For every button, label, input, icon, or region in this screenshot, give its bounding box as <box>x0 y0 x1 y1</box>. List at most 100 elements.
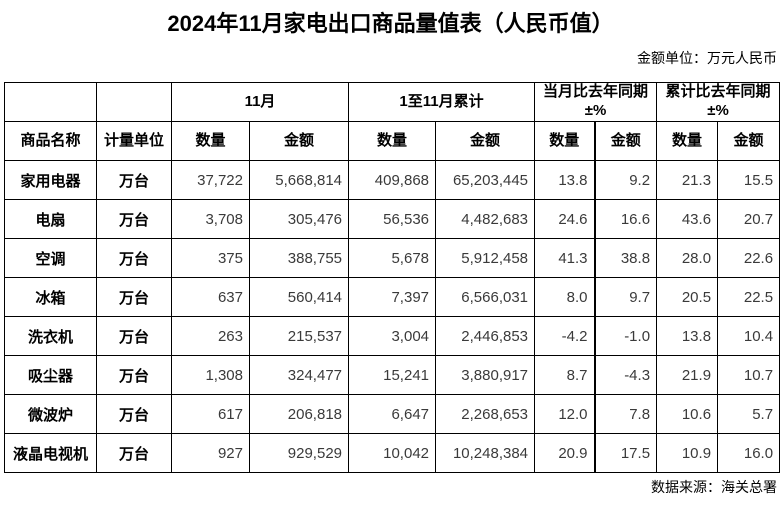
value-cell: 215,537 <box>248 316 350 356</box>
product-name-cell: 空调 <box>4 238 97 278</box>
value-cell: 21.3 <box>656 160 719 200</box>
value-cell: 65,203,445 <box>435 160 536 200</box>
value-cell: 8.0 <box>534 277 596 317</box>
col-header-product: 商品名称 <box>4 121 97 161</box>
value-cell: 637 <box>171 277 250 317</box>
value-cell: 10.7 <box>717 355 781 395</box>
unit-cell: 万台 <box>96 316 172 356</box>
export-data-table: 11月 1至11月累计 当月比去年同期±% 累计比去年同期±% 商品名称 计量单… <box>4 82 781 473</box>
value-cell: 7,397 <box>348 277 437 317</box>
value-cell: 409,868 <box>348 160 437 200</box>
unit-cell: 万台 <box>96 433 172 473</box>
col-header-unit: 计量单位 <box>96 121 172 161</box>
value-cell: 38.8 <box>593 238 658 278</box>
col-header-quantity: 数量 <box>348 121 437 161</box>
value-cell: -4.3 <box>593 355 658 395</box>
group-header-row: 11月 1至11月累计 当月比去年同期±% 累计比去年同期±% <box>4 82 781 122</box>
value-cell: 21.9 <box>656 355 719 395</box>
col-header-amount: 金额 <box>593 121 658 161</box>
value-cell: 5.7 <box>717 394 781 434</box>
value-cell: 17.5 <box>593 433 658 473</box>
value-cell: 37,722 <box>171 160 250 200</box>
value-cell: 560,414 <box>248 277 350 317</box>
value-cell: 927 <box>171 433 250 473</box>
col-header-amount: 金额 <box>248 121 350 161</box>
value-cell: 375 <box>171 238 250 278</box>
value-cell: 617 <box>171 394 250 434</box>
value-cell: 16.0 <box>717 433 781 473</box>
value-cell: 16.6 <box>593 199 658 239</box>
table-row: 冰箱 万台 637 560,414 7,397 6,566,031 8.0 9.7 20.5 22… <box>4 277 781 317</box>
value-cell: 20.5 <box>656 277 719 317</box>
value-cell: 3,708 <box>171 199 250 239</box>
unit-cell: 万台 <box>96 238 172 278</box>
source-note: 数据来源：海关总署 <box>651 479 777 495</box>
col-header-quantity: 数量 <box>656 121 719 161</box>
value-cell: 6,566,031 <box>435 277 536 317</box>
table-row: 空调 万台 375 388,755 5,678 5,912,458 41.3 38.8 28.0… <box>4 238 781 278</box>
value-cell: 3,880,917 <box>435 355 536 395</box>
value-cell: 324,477 <box>248 355 350 395</box>
table-row: 吸尘器 万台 1,308 324,477 15,241 3,880,917 8.7 -4.3 2… <box>4 355 781 395</box>
group-header-month-yoy: 当月比去年同期±% <box>534 82 658 122</box>
group-header-cumulative: 1至11月累计 <box>348 82 536 122</box>
value-cell: 388,755 <box>248 238 350 278</box>
value-cell: 5,678 <box>348 238 437 278</box>
unit-cell: 万台 <box>96 199 172 239</box>
value-cell: 929,529 <box>248 433 350 473</box>
value-cell: 10.4 <box>717 316 781 356</box>
value-cell: 20.9 <box>534 433 596 473</box>
value-cell: -1.0 <box>593 316 658 356</box>
value-cell: 3,004 <box>348 316 437 356</box>
blank-header-cell <box>4 82 97 122</box>
value-cell: 5,912,458 <box>435 238 536 278</box>
group-header-cumulative-yoy: 累计比去年同期±% <box>656 82 781 122</box>
value-cell: -4.2 <box>534 316 596 356</box>
product-name-cell: 微波炉 <box>4 394 97 434</box>
value-cell: 28.0 <box>656 238 719 278</box>
table-row: 家用电器 万台 37,722 5,668,814 409,868 65,203,445 13… <box>4 160 781 200</box>
value-cell: 263 <box>171 316 250 356</box>
value-cell: 2,446,853 <box>435 316 536 356</box>
value-cell: 15,241 <box>348 355 437 395</box>
value-cell: 305,476 <box>248 199 350 239</box>
value-cell: 9.7 <box>593 277 658 317</box>
value-cell: 12.0 <box>534 394 596 434</box>
value-cell: 20.7 <box>717 199 781 239</box>
col-header-amount: 金额 <box>435 121 536 161</box>
value-cell: 10,248,384 <box>435 433 536 473</box>
value-cell: 41.3 <box>534 238 596 278</box>
table-header: 11月 1至11月累计 当月比去年同期±% 累计比去年同期±% 商品名称 计量单… <box>4 82 781 161</box>
value-cell: 13.8 <box>534 160 596 200</box>
value-cell: 9.2 <box>593 160 658 200</box>
value-cell: 8.7 <box>534 355 596 395</box>
value-cell: 22.6 <box>717 238 781 278</box>
group-header-november: 11月 <box>170 82 350 122</box>
value-cell: 6,647 <box>348 394 437 434</box>
value-cell: 4,482,683 <box>435 199 536 239</box>
value-cell: 7.8 <box>593 394 658 434</box>
value-cell: 13.8 <box>656 316 719 356</box>
unit-cell: 万台 <box>96 394 172 434</box>
unit-cell: 万台 <box>96 355 172 395</box>
table-row: 洗衣机 万台 263 215,537 3,004 2,446,853 -4.2 -1.0 13.… <box>4 316 781 356</box>
product-name-cell: 洗衣机 <box>4 316 97 356</box>
product-name-cell: 吸尘器 <box>4 355 97 395</box>
unit-cell: 万台 <box>96 160 172 200</box>
value-cell: 15.5 <box>717 160 781 200</box>
product-name-cell: 冰箱 <box>4 277 97 317</box>
blank-header-cell <box>96 82 172 122</box>
value-cell: 1,308 <box>171 355 250 395</box>
value-cell: 10.9 <box>656 433 719 473</box>
col-header-quantity: 数量 <box>171 121 250 161</box>
value-cell: 206,818 <box>248 394 350 434</box>
col-header-amount: 金额 <box>717 121 781 161</box>
table-body: 家用电器 万台 37,722 5,668,814 409,868 65,203,445 13… <box>4 160 781 473</box>
value-cell: 56,536 <box>348 199 437 239</box>
product-name-cell: 液晶电视机 <box>4 433 97 473</box>
table-row: 液晶电视机 万台 927 929,529 10,042 10,248,384 20.9 17.… <box>4 433 781 473</box>
value-cell: 43.6 <box>656 199 719 239</box>
page-title: 2024年11月家电出口商品量值表（人民币值） <box>167 11 614 36</box>
product-name-cell: 家用电器 <box>4 160 97 200</box>
value-cell: 2,268,653 <box>435 394 536 434</box>
